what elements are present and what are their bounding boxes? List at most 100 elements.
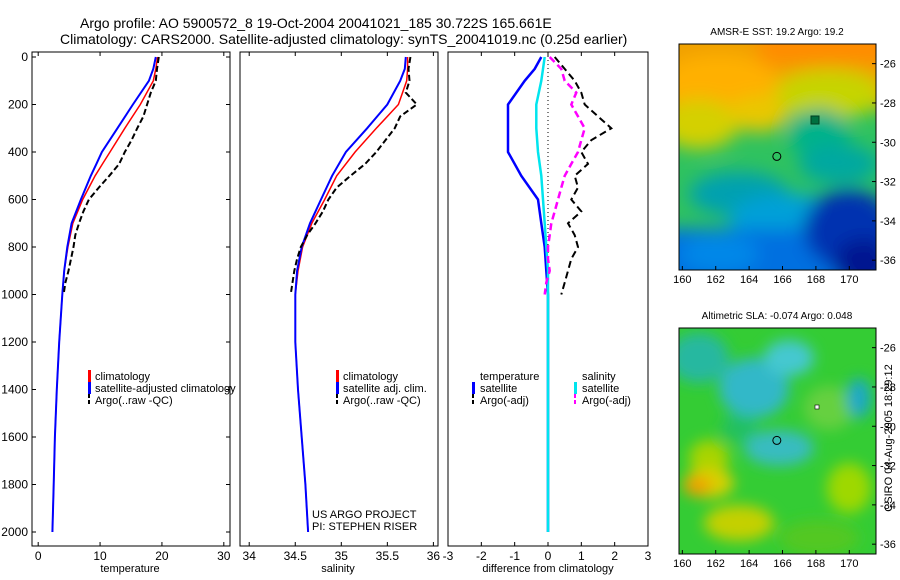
legend-label-argo: Argo(..raw -QC) — [95, 395, 173, 407]
figure-title-line2: Climatology: CARS2000. Satellite-adjuste… — [60, 31, 627, 47]
legend-label-climatology: climatology — [95, 371, 151, 383]
figure-title-line1: Argo profile: AO 5900572_8 19-Oct-2004 2… — [80, 15, 552, 31]
depth-tick-label: 0 — [21, 50, 28, 64]
legend-swatch-climatology — [336, 370, 339, 382]
temperature-plot-frame — [31, 51, 231, 547]
legend-label-sal-argo: Argo(-adj) — [582, 395, 631, 407]
depth-tick-label: 800 — [8, 240, 28, 254]
sla-map-title: Altimetric SLA: -0.074 Argo: 0.048 — [702, 311, 853, 322]
legend-swatch-temp-satellite — [472, 382, 475, 394]
x-tick-label: 10 — [93, 549, 107, 563]
x-tick-label: -2 — [476, 549, 487, 563]
map-y-tick-label: -32 — [880, 461, 896, 473]
credit-line2: PI: STEPHEN RISER — [312, 521, 417, 533]
map-x-tick-label: 164 — [740, 558, 758, 570]
difference-legend-left: temperature satellite Argo(-adj) — [472, 371, 539, 407]
legend-swatch-satellite-adjusted — [88, 382, 91, 394]
map-y-tick-label: -28 — [880, 382, 896, 394]
depth-tick-label: 200 — [8, 98, 28, 112]
map-y-tick-label: -36 — [880, 539, 896, 551]
map-x-tick-label: 168 — [807, 558, 825, 570]
sla-map-image — [679, 328, 876, 554]
legend-heading-salinity: salinity — [582, 371, 616, 383]
x-tick-label: 36 — [427, 549, 441, 563]
depth-tick-label: 400 — [8, 145, 28, 159]
map-y-tick-label: -36 — [880, 255, 896, 267]
sst-map-axes: 160 162 164 166 168 170 -26 -28 -30 -32 -34 -36 — [673, 59, 896, 286]
salinity-curves — [289, 56, 419, 533]
temperature-legend: climatology satellite-adjusted climatolo… — [88, 370, 236, 407]
depth-tick-label: 1400 — [1, 383, 28, 397]
x-tick-label: 20 — [155, 549, 169, 563]
x-tick-label: -3 — [443, 549, 454, 563]
sst-map-panel: AMSR-E SST: 19.2 Argo: 19.2 — [673, 27, 896, 286]
x-tick-label: 0 — [35, 549, 42, 563]
legend-label-temp-argo: Argo(-adj) — [480, 395, 529, 407]
map-x-tick-label: 166 — [773, 558, 791, 570]
map-y-tick-label: -28 — [880, 98, 896, 110]
map-y-tick-label: -26 — [880, 59, 896, 71]
x-tick-label: -1 — [509, 549, 520, 563]
timestamp-watermark: CSIRO 04-Aug-2005 18:29:12 — [883, 364, 895, 511]
legend-label-temp-satellite: satellite — [480, 383, 517, 395]
sst-map-image — [679, 44, 876, 270]
x-tick-label: 3 — [645, 549, 652, 563]
map-x-tick-label: 168 — [807, 274, 825, 286]
salinity-x-axis: 34 34.5 35 35.5 36 — [243, 52, 441, 563]
map-x-tick-label: 160 — [673, 558, 691, 570]
legend-label-satellite-adjusted: satellite-adjusted climatology — [95, 383, 236, 395]
sla-float-position-marker — [772, 435, 782, 445]
depth-tick-label: 1600 — [1, 430, 28, 444]
series-line-argo-raw-qc- — [62, 56, 160, 295]
depth-tick-label: 600 — [8, 193, 28, 207]
map-x-tick-label: 170 — [840, 274, 858, 286]
sst-map-frame — [678, 43, 877, 271]
difference-legend-right: salinity satellite Argo(-adj) — [574, 371, 631, 407]
series-line-temperature-argo-adj- — [553, 56, 613, 295]
temperature-curves — [51, 56, 160, 533]
x-tick-label: 35 — [335, 549, 349, 563]
map-y-tick-label: -34 — [880, 216, 896, 228]
sst-float-position-marker — [772, 151, 782, 161]
salinity-panel: 34 34.5 35 35.5 36 salinity climatology sate… — [239, 51, 441, 575]
difference-xlabel: difference from climatology — [482, 563, 614, 575]
legend-label-argo: Argo(..raw -QC) — [343, 395, 421, 407]
sla-map-axes: 160 162 164 166 168 170 -26 -28 -30 -32 -34 -36 — [673, 343, 896, 570]
salinity-xlabel: salinity — [321, 563, 355, 575]
map-y-tick-label: -26 — [880, 343, 896, 355]
x-tick-label: 30 — [217, 549, 231, 563]
salinity-legend: climatology satellite adj. clim. Argo(..… — [336, 370, 427, 407]
sla-map-panel: Altimetric SLA: -0.074 Argo: 0.048 — [673, 311, 896, 570]
legend-label-climatology: climatology — [343, 371, 399, 383]
map-y-tick-label: -32 — [880, 177, 896, 189]
depth-tick-label: 1800 — [1, 478, 28, 492]
x-tick-label: 2 — [611, 549, 618, 563]
legend-label-sal-satellite: satellite — [582, 383, 619, 395]
map-x-tick-label: 170 — [840, 558, 858, 570]
map-y-tick-label: -34 — [880, 500, 896, 512]
series-line-salinity-satellite — [535, 56, 550, 532]
legend-swatch-climatology — [88, 370, 91, 382]
map-x-tick-label: 162 — [707, 558, 725, 570]
x-tick-label: 35.5 — [376, 549, 400, 563]
credit-line1: US ARGO PROJECT — [312, 509, 417, 521]
series-line-satellite-adj-clim- — [294, 56, 407, 533]
sla-map-frame — [678, 327, 877, 555]
map-x-tick-label: 164 — [740, 274, 758, 286]
series-line-salinity-argo-adj- — [543, 56, 587, 295]
sst-map-title: AMSR-E SST: 19.2 Argo: 19.2 — [710, 27, 844, 38]
legend-heading-temperature: temperature — [480, 371, 539, 383]
difference-panel: -3 -2 -1 0 1 2 3 difference from climatology t… — [443, 51, 652, 575]
depth-tick-label: 2000 — [1, 525, 28, 539]
series-line-satellite-adjusted-climatology — [51, 56, 157, 533]
map-y-tick-label: -30 — [880, 421, 896, 433]
legend-label-satellite-adj: satellite adj. clim. — [343, 383, 427, 395]
x-tick-label: 1 — [578, 549, 585, 563]
map-x-tick-label: 162 — [707, 274, 725, 286]
legend-swatch-satellite-adj — [336, 382, 339, 394]
salinity-plot-frame — [239, 51, 439, 547]
map-x-tick-label: 160 — [673, 274, 691, 286]
temperature-x-axis: 0 10 20 30 — [35, 52, 231, 563]
